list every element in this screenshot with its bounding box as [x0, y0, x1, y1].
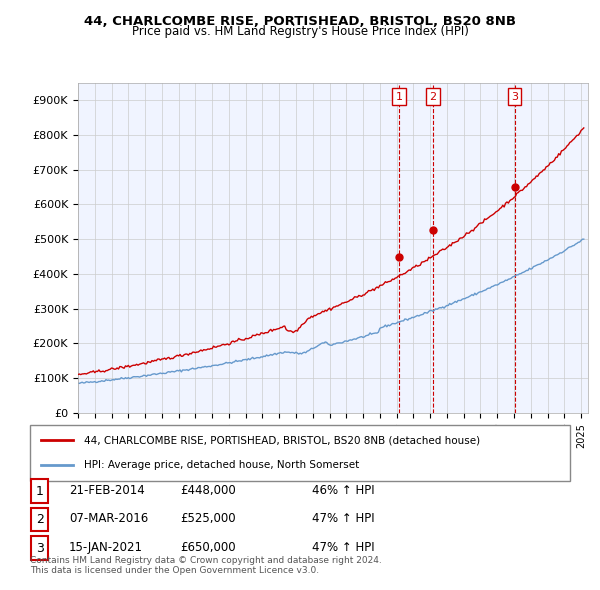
Text: 15-JAN-2021: 15-JAN-2021	[69, 541, 143, 554]
Text: 3: 3	[35, 542, 44, 555]
FancyBboxPatch shape	[31, 479, 48, 503]
Text: HPI: Average price, detached house, North Somerset: HPI: Average price, detached house, Nort…	[84, 460, 359, 470]
Text: 2: 2	[430, 91, 437, 101]
Text: £650,000: £650,000	[180, 541, 236, 554]
Text: 46% ↑ HPI: 46% ↑ HPI	[312, 484, 374, 497]
Text: 1: 1	[395, 91, 403, 101]
Text: Contains HM Land Registry data © Crown copyright and database right 2024.
This d: Contains HM Land Registry data © Crown c…	[30, 556, 382, 575]
Text: 47% ↑ HPI: 47% ↑ HPI	[312, 541, 374, 554]
Text: £525,000: £525,000	[180, 512, 236, 525]
Text: Price paid vs. HM Land Registry's House Price Index (HPI): Price paid vs. HM Land Registry's House …	[131, 25, 469, 38]
Text: 1: 1	[35, 484, 44, 498]
Text: 2: 2	[35, 513, 44, 526]
FancyBboxPatch shape	[31, 536, 48, 560]
Text: 21-FEB-2014: 21-FEB-2014	[69, 484, 145, 497]
Text: 07-MAR-2016: 07-MAR-2016	[69, 512, 148, 525]
FancyBboxPatch shape	[30, 425, 570, 481]
Text: 44, CHARLCOMBE RISE, PORTISHEAD, BRISTOL, BS20 8NB: 44, CHARLCOMBE RISE, PORTISHEAD, BRISTOL…	[84, 15, 516, 28]
Text: 47% ↑ HPI: 47% ↑ HPI	[312, 512, 374, 525]
Text: 44, CHARLCOMBE RISE, PORTISHEAD, BRISTOL, BS20 8NB (detached house): 44, CHARLCOMBE RISE, PORTISHEAD, BRISTOL…	[84, 435, 480, 445]
FancyBboxPatch shape	[31, 507, 48, 532]
Text: 3: 3	[511, 91, 518, 101]
Text: £448,000: £448,000	[180, 484, 236, 497]
